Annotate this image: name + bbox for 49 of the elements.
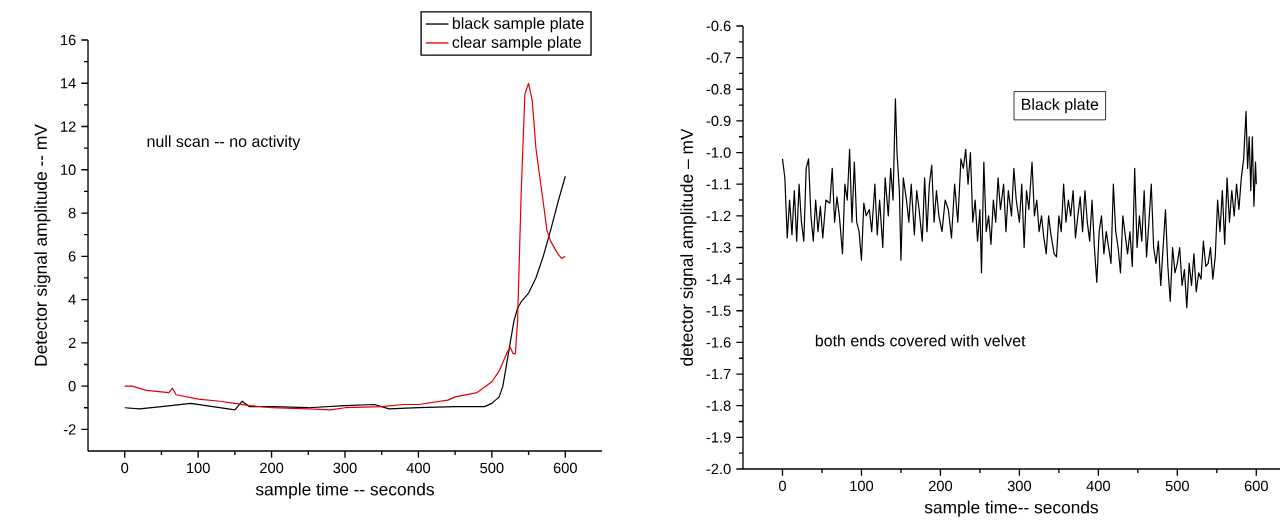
- x-tick-label: 300: [1007, 480, 1032, 492]
- y-tick-label: 8: [68, 207, 76, 219]
- y-tick-label: -1.8: [706, 400, 731, 411]
- legend-label: clear sample plate: [452, 36, 581, 52]
- y-tick-label: 12: [61, 121, 76, 132]
- y-tick-label: -2.0: [706, 463, 731, 475]
- x-tick-label: 500: [480, 462, 504, 474]
- x-tick-label: 400: [406, 462, 431, 474]
- y-tick-label: 2: [68, 337, 76, 348]
- x-tick-label: 500: [1165, 480, 1189, 492]
- x-tick-label: 200: [260, 462, 284, 474]
- line-series: [124, 82, 566, 411]
- x-tick-label: 100: [850, 480, 874, 492]
- y-tick-label: -1.1: [706, 179, 731, 190]
- y-tick-label: -1.4: [706, 274, 731, 285]
- y-tick-label: 4: [68, 294, 76, 305]
- y-tick-label: 0: [68, 380, 76, 392]
- y-tick-label: -1.9: [706, 432, 731, 443]
- x-tick-label: 200: [928, 480, 953, 492]
- y-axis-title: Detector signal amplitude -- mV: [34, 124, 51, 366]
- x-axis-title: sample time -- seconds: [255, 482, 434, 499]
- y-tick-label: -1.0: [706, 147, 731, 158]
- x-tick-label: 100: [187, 462, 210, 474]
- y-tick-label: -1.5: [706, 305, 731, 316]
- x-axis-title: sample time-- seconds: [924, 500, 1099, 517]
- annotation: both ends covered with velvet: [815, 334, 1026, 347]
- x-tick-label: 0: [778, 480, 786, 492]
- y-tick-label: 10: [61, 164, 76, 175]
- y-tick-label: -1.7: [706, 369, 731, 380]
- y-tick-label: -0.7: [706, 52, 731, 63]
- x-tick-label: 0: [121, 462, 129, 474]
- y-tick-label: -1.3: [706, 242, 731, 253]
- y-tick-label: -2: [63, 424, 76, 435]
- y-tick-label: 6: [68, 251, 76, 262]
- y-tick-label: 14: [61, 78, 76, 89]
- y-tick-label: -0.6: [706, 20, 731, 32]
- y-tick-label: -0.8: [706, 84, 731, 95]
- x-tick-label: 300: [333, 462, 357, 474]
- x-tick-label: 600: [1244, 480, 1268, 492]
- y-tick-label: -1.2: [706, 210, 731, 221]
- y-tick-label: -0.9: [706, 115, 731, 127]
- x-tick-label: 600: [553, 462, 577, 474]
- y-tick-label: -1.6: [706, 337, 731, 348]
- legend-label: black sample plate: [452, 17, 584, 33]
- y-axis-title: detector signal amplitude – mV: [680, 128, 697, 366]
- y-tick-label: 16: [61, 34, 76, 46]
- annotation: Black plate: [1022, 98, 1099, 114]
- annotation: null scan -- no activity: [147, 135, 301, 151]
- x-tick-label: 400: [1086, 480, 1110, 492]
